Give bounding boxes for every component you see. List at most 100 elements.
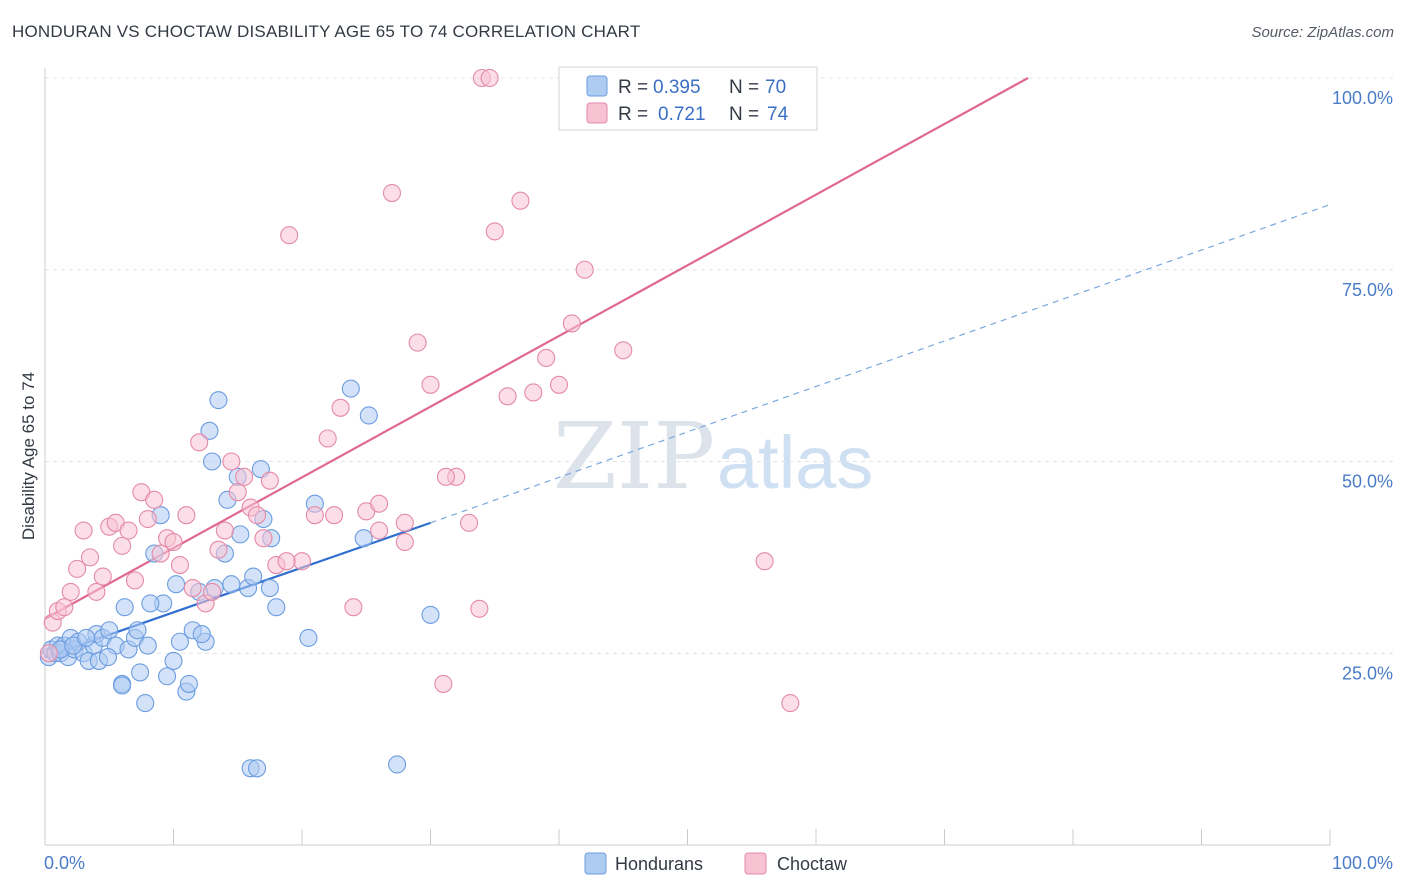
data-point: [480, 68, 499, 88]
series-legend-label-hondurans: Hondurans: [615, 854, 703, 874]
watermark-zip: ZIP: [553, 403, 715, 510]
series-legend-swatch-hondurans: [584, 852, 607, 875]
data-point: [119, 521, 138, 540]
data-point: [177, 506, 196, 525]
data-point: [421, 375, 440, 394]
data-point: [141, 594, 160, 613]
data-point: [318, 429, 337, 448]
data-point: [254, 529, 273, 548]
legend-n-label-choctaw: N =: [729, 104, 759, 125]
legend-swatch-choctaw: [586, 102, 608, 124]
data-point: [421, 605, 440, 624]
data-point: [575, 260, 594, 279]
y-tick-labels: 25.0% 50.0% 75.0% 100.0%: [1332, 88, 1393, 683]
data-point: [209, 540, 228, 559]
data-point: [167, 575, 186, 594]
data-point: [341, 379, 360, 398]
data-point: [203, 582, 222, 601]
data-point: [93, 567, 112, 586]
data-points: [39, 68, 800, 778]
watermark: ZIP atlas: [553, 403, 873, 510]
source-label: Source: ZipAtlas.com: [1251, 24, 1394, 41]
data-point: [151, 544, 170, 563]
y-tick-label: 25.0%: [1342, 663, 1393, 683]
data-point: [470, 599, 489, 618]
data-point: [436, 467, 455, 486]
data-point: [344, 598, 363, 617]
data-point: [280, 226, 299, 245]
legend-n-value-hondurans: 70: [765, 77, 786, 98]
data-point: [292, 552, 312, 571]
data-point: [77, 628, 96, 647]
series-choctaw: [39, 68, 800, 713]
data-point: [113, 676, 132, 695]
data-point: [260, 579, 279, 598]
data-point: [331, 398, 350, 417]
legend-r-value-choctaw: 0.721: [658, 104, 706, 125]
data-point: [164, 651, 183, 670]
data-point: [131, 663, 150, 682]
data-point: [100, 621, 119, 640]
data-point: [244, 567, 263, 586]
data-point: [138, 509, 157, 529]
x-tick-label-min: 0.0%: [44, 853, 85, 873]
data-point: [55, 598, 74, 617]
chart-title: HONDURAN VS CHOCTAW DISABILITY AGE 65 TO…: [12, 22, 641, 41]
data-point: [395, 532, 414, 552]
series-legend-swatch-choctaw: [744, 852, 767, 875]
data-point: [299, 628, 318, 647]
data-point: [537, 348, 556, 368]
legend-r-label-hondurans: R =: [618, 77, 648, 98]
data-point: [128, 621, 147, 640]
data-point: [115, 598, 134, 617]
data-point: [192, 625, 211, 644]
legend-r-value-hondurans: 0.395: [653, 77, 701, 98]
data-point: [614, 341, 633, 360]
data-point: [170, 555, 189, 575]
data-point: [145, 490, 164, 509]
data-point: [136, 694, 155, 713]
data-point: [395, 513, 414, 532]
data-point: [485, 222, 504, 241]
data-point: [267, 598, 286, 617]
data-point: [164, 532, 183, 552]
data-point: [511, 191, 530, 210]
data-point: [80, 548, 100, 567]
data-point: [209, 391, 228, 410]
data-point: [781, 694, 800, 713]
y-tick-label: 75.0%: [1342, 280, 1393, 300]
data-point: [370, 521, 389, 540]
legend: R = 0.395 N = 70 R = 0.721 N = 74: [558, 66, 818, 131]
data-point: [113, 536, 132, 555]
data-point: [183, 579, 202, 598]
legend-n-value-choctaw: 74: [767, 104, 789, 125]
data-point: [305, 506, 324, 525]
y-axis-title: Disability Age 65 to 74: [19, 372, 38, 540]
data-point: [222, 452, 241, 471]
data-point: [179, 674, 198, 693]
grid: [45, 77, 1393, 654]
data-point: [408, 333, 427, 352]
trend-line-choctaw: [44, 77, 1029, 620]
data-point: [388, 755, 407, 774]
data-point: [87, 582, 106, 601]
data-point: [39, 644, 58, 663]
trend-lines: [44, 77, 1331, 659]
legend-swatch-hondurans: [586, 75, 608, 97]
legend-n-label-hondurans: N =: [729, 77, 759, 98]
data-point: [125, 571, 144, 590]
data-point: [74, 521, 93, 540]
y-tick-label: 50.0%: [1342, 472, 1393, 492]
legend-r-label-choctaw: R =: [618, 104, 648, 125]
trend-extension-hondurans: [430, 203, 1331, 524]
data-point: [247, 506, 267, 525]
data-point: [277, 552, 296, 571]
data-point: [235, 467, 254, 486]
data-point: [138, 636, 157, 655]
data-point: [170, 632, 189, 651]
data-point: [231, 525, 250, 544]
data-point: [228, 483, 247, 502]
data-point: [158, 667, 177, 686]
data-point: [359, 406, 378, 425]
